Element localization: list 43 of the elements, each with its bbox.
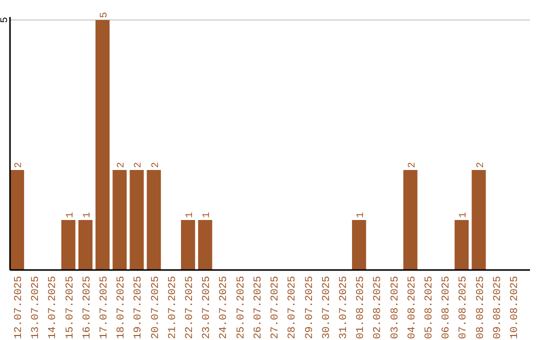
x-tick-label: 07.08.2025 xyxy=(458,276,470,340)
x-tick-label: 22.07.2025 xyxy=(184,276,196,340)
x-tick-label: 05.08.2025 xyxy=(423,276,436,340)
x-tick-label: 27.07.2025 xyxy=(270,276,282,340)
data-label: 5 xyxy=(100,12,111,18)
x-tick-label: 19.07.2025 xyxy=(132,276,145,340)
data-label: 2 xyxy=(476,162,487,168)
data-label: 2 xyxy=(14,162,26,168)
x-tick-label: 13.07.2025 xyxy=(30,276,42,340)
x-tick-label: 28.07.2025 xyxy=(286,276,299,340)
x-tick-label: 30.07.2025 xyxy=(320,276,333,340)
x-tick-label: 08.08.2025 xyxy=(474,276,487,340)
data-label: 2 xyxy=(134,162,145,168)
x-tick-label: 24.07.2025 xyxy=(218,276,230,340)
x-tick-label: 21.07.2025 xyxy=(166,276,179,340)
x-tick-label: 31.07.2025 xyxy=(338,276,350,340)
x-tick-label: 06.08.2025 xyxy=(440,276,453,340)
x-tick-label: 04.08.2025 xyxy=(406,276,418,340)
data-label: 2 xyxy=(150,162,162,168)
data-label: 1 xyxy=(65,212,76,218)
data-label: 1 xyxy=(458,212,470,218)
x-tick-label: 01.08.2025 xyxy=(355,276,368,340)
data-label: 2 xyxy=(116,162,128,168)
data-label: 1 xyxy=(82,212,94,218)
x-tick-label: 26.07.2025 xyxy=(252,276,264,340)
x-tick-label: 29.07.2025 xyxy=(304,276,316,340)
x-tick-label: 25.07.2025 xyxy=(235,276,248,340)
x-tick-label: 14.07.2025 xyxy=(47,276,60,340)
x-tick-label: 17.07.2025 xyxy=(98,276,111,340)
data-label: 1 xyxy=(356,212,368,218)
x-tick-label: 20.07.2025 xyxy=(150,276,162,340)
x-tick-label: 03.08.2025 xyxy=(389,276,402,340)
data-label: 1 xyxy=(185,212,196,218)
x-tick-label: 10.08.2025 xyxy=(508,276,521,340)
x-tick-label: 02.08.2025 xyxy=(372,276,384,340)
x-tick-label: 12.07.2025 xyxy=(13,276,26,340)
x-tick-label: 09.08.2025 xyxy=(492,276,504,340)
x-tick-label: 16.07.2025 xyxy=(81,276,94,340)
data-label: 1 xyxy=(202,212,214,218)
x-tick-label: 23.07.2025 xyxy=(201,276,214,340)
x-tick-label: 15.07.2025 xyxy=(64,276,76,340)
x-tick-label: 18.07.2025 xyxy=(116,276,128,340)
data-label: 2 xyxy=(407,162,418,168)
